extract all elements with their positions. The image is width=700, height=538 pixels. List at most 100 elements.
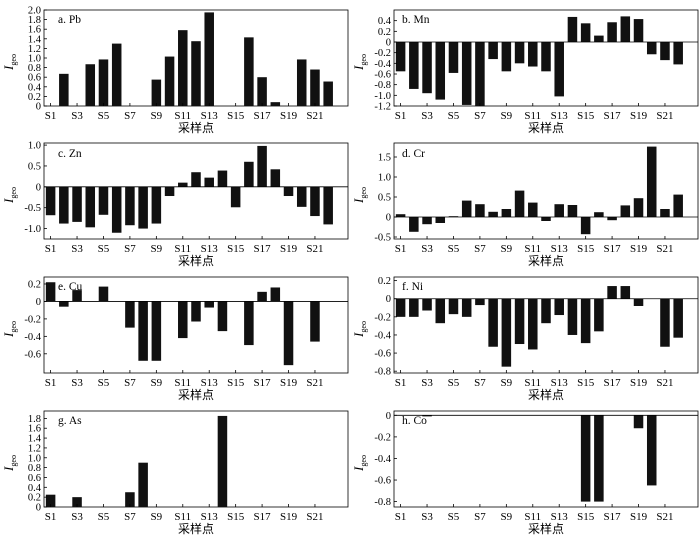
bar-S13 <box>554 298 564 316</box>
y-tick-label: 0 <box>36 102 41 113</box>
panel-title: h. Co <box>402 415 427 427</box>
bar-S7 <box>475 298 485 306</box>
x-tick-label-S9: S9 <box>501 243 513 255</box>
bar-S20 <box>646 42 657 55</box>
bar-S14 <box>217 415 228 507</box>
x-tick-label-S13: S13 <box>201 511 219 523</box>
x-tick-label-S3: S3 <box>71 110 83 122</box>
bar-S1 <box>395 42 406 72</box>
x-tick-label-S19: S19 <box>280 110 298 122</box>
bar-S21 <box>660 209 670 217</box>
x-tick-label-S5: S5 <box>98 377 110 389</box>
x-tick-label-S21: S21 <box>656 511 673 523</box>
x-tick-label-S1: S1 <box>45 511 57 523</box>
y-tick-label: 1.0 <box>28 54 41 65</box>
bar-S13 <box>554 204 564 217</box>
plot-frame <box>393 9 699 107</box>
chart-panel-6: -0.8 -0.6 -0.4 -0.2 0 0.2 S1 S3 S5 S7 S9 S11 S13 S15 S… <box>351 276 699 402</box>
x-tick-label-S15: S15 <box>577 110 595 122</box>
x-tick-label-S5: S5 <box>448 511 460 523</box>
x-tick-label-S9: S9 <box>501 511 513 523</box>
y-tick-label: 0.5 <box>28 161 41 172</box>
bar-S13 <box>204 301 214 308</box>
bar-S1 <box>45 282 56 302</box>
y-tick-label: -0.2 <box>374 312 391 323</box>
x-tick-label-S7: S7 <box>474 243 486 255</box>
x-tick-label-S13: S13 <box>551 110 569 122</box>
bar-S19 <box>633 298 644 306</box>
x-tick-label-S9: S9 <box>151 511 163 523</box>
bar-S3 <box>72 497 82 507</box>
bar-S14 <box>567 205 578 217</box>
bar-S19 <box>633 415 644 429</box>
bar-S20 <box>646 146 657 217</box>
bar-S8 <box>138 462 148 507</box>
bar-S8 <box>138 301 148 361</box>
panel-title: d. Cr <box>402 148 425 160</box>
bar-S11 <box>178 182 188 187</box>
x-tick-label-S1: S1 <box>395 243 407 255</box>
x-axis-label: 采样点 <box>178 253 214 268</box>
x-tick-label-S5: S5 <box>98 243 110 255</box>
x-tick-label-S21: S21 <box>306 377 323 389</box>
bar-S4 <box>85 64 96 106</box>
bar-S11 <box>178 30 188 106</box>
bar-S16 <box>244 301 254 346</box>
x-tick-label-S1: S1 <box>395 511 407 523</box>
bar-S5 <box>448 298 459 315</box>
bar-S9 <box>501 42 512 72</box>
chart-panel-8: -0.8 -0.6 -0.4 -0.2 0 S1 S3 S5 S7 S9 S11 S13 S15 S17 S… <box>351 410 699 536</box>
y-tick-label: 1.4 <box>28 34 42 45</box>
bar-S11 <box>528 298 538 350</box>
y-axis-label: Igeo <box>1 455 18 472</box>
x-tick-label-S13: S13 <box>551 377 569 389</box>
x-tick-label-S1: S1 <box>395 110 407 122</box>
bar-S10 <box>514 190 525 217</box>
x-tick-label-S15: S15 <box>577 243 595 255</box>
bar-S21 <box>310 186 320 217</box>
x-tick-label-S11: S11 <box>174 511 191 523</box>
y-tick-label: 1.4 <box>28 434 42 445</box>
x-tick-label-S11: S11 <box>174 110 191 122</box>
x-tick-label-S9: S9 <box>151 377 163 389</box>
y-tick-label: 1.6 <box>28 25 41 36</box>
plot-frame <box>43 276 349 374</box>
bar-S20 <box>296 59 307 106</box>
bar-S2 <box>59 73 69 106</box>
x-tick-label-S5: S5 <box>448 110 460 122</box>
x-tick-label-S13: S13 <box>551 511 569 523</box>
bar-S3 <box>422 42 432 94</box>
bar-S15 <box>580 415 591 502</box>
chart-panel-4: -0.5 0 0.5 1.0 1.5 S1 S3 S5 S7 S9 S11 S13 S15 S17 S19 S… <box>351 142 699 268</box>
bar-S13 <box>554 42 564 97</box>
x-tick-label-S11: S11 <box>524 110 541 122</box>
y-tick-label: 1.8 <box>28 15 41 26</box>
x-tick-label-S11: S11 <box>524 511 541 523</box>
x-tick-label-S1: S1 <box>395 377 407 389</box>
x-tick-label-S15: S15 <box>227 110 245 122</box>
y-tick-label: 1.0 <box>378 173 391 184</box>
x-tick-label-S7: S7 <box>474 110 486 122</box>
y-axis-label: Igeo <box>1 321 18 338</box>
bar-S19 <box>283 301 294 366</box>
y-tick-label: -0.8 <box>374 367 391 378</box>
bar-S17 <box>257 77 267 106</box>
x-tick-label-S19: S19 <box>280 243 298 255</box>
panel-title: a. Pb <box>58 14 81 26</box>
y-tick-label: -1.0 <box>374 91 391 102</box>
chart-panel-1: 00.20.40.60.81.01.21.41.61.82.0 S1 S3 S5 S7 S… <box>1 6 349 135</box>
y-axis-label: Igeo <box>1 54 18 71</box>
bar-S21 <box>660 42 670 61</box>
bar-S19 <box>633 198 644 217</box>
x-tick-label-S19: S19 <box>280 377 298 389</box>
y-axis-label: Igeo <box>351 187 368 204</box>
y-tick-label: 1.6 <box>28 424 41 435</box>
x-tick-label-S13: S13 <box>551 243 569 255</box>
x-tick-label-S3: S3 <box>421 110 433 122</box>
bar-S11 <box>528 42 538 67</box>
y-tick-label: 1.2 <box>28 443 41 454</box>
bar-S12 <box>191 172 201 187</box>
bar-S6 <box>461 298 472 317</box>
y-axis-label: Igeo <box>351 321 368 338</box>
x-tick-label-S17: S17 <box>254 511 272 523</box>
